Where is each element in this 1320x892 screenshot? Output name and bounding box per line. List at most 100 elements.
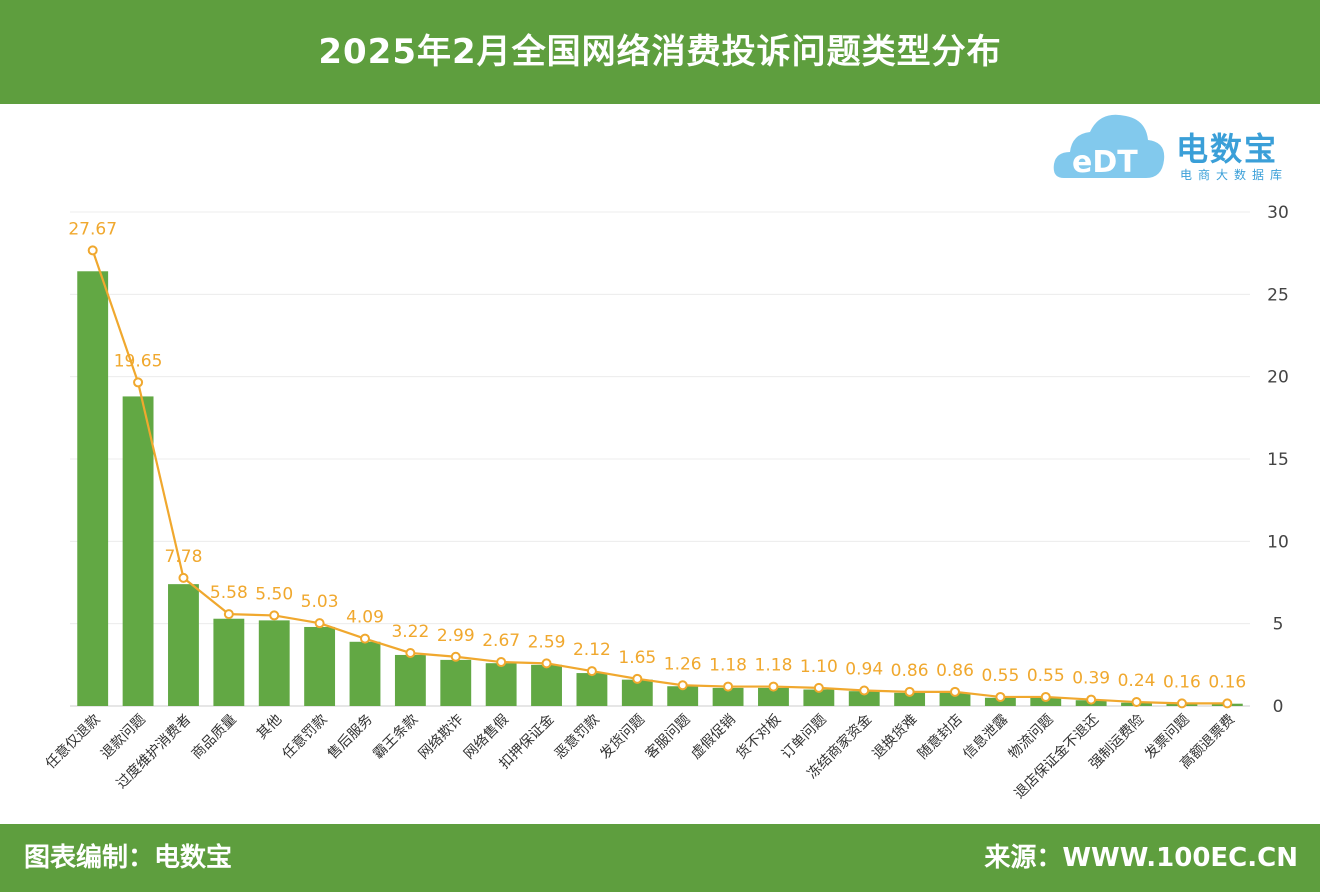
data-label: 1.18 <box>755 656 793 676</box>
logo-name: 电数宝 <box>1176 130 1279 168</box>
series-line <box>91 250 1228 705</box>
line-point <box>1131 697 1142 708</box>
x-tick-label: 售后服务 <box>325 712 376 763</box>
line-point <box>586 666 597 677</box>
bar <box>667 686 699 706</box>
data-label: 0.16 <box>1208 672 1246 692</box>
line-point <box>813 682 824 693</box>
x-tick-label: 虚假促销 <box>688 712 739 763</box>
bar <box>712 687 744 706</box>
header-bar <box>0 0 1320 104</box>
line-point <box>1086 694 1097 705</box>
line-point <box>450 651 461 662</box>
y-tick-label: 0 <box>1273 697 1284 717</box>
x-tick-label: 任意罚款 <box>279 711 331 763</box>
x-tick-label: 其他 <box>254 712 285 743</box>
bar <box>258 620 290 706</box>
bar <box>576 673 608 706</box>
chart-title: 2025年2月全国网络消费投诉问题类型分布 <box>318 32 1002 72</box>
bar <box>621 679 653 706</box>
bar <box>894 692 926 706</box>
y-tick-label: 15 <box>1267 450 1289 470</box>
data-label: 0.86 <box>936 661 974 681</box>
x-tick-label: 信息泄露 <box>960 711 1012 763</box>
data-label: 2.67 <box>482 631 520 651</box>
x-tick-label: 恶意罚款 <box>551 711 603 763</box>
data-label: 5.58 <box>210 583 248 603</box>
line-point <box>632 673 643 684</box>
footer-source: 来源：WWW.100EC.CN <box>984 843 1298 873</box>
bar <box>485 663 517 706</box>
bar <box>349 641 381 706</box>
line-point <box>314 618 325 629</box>
data-label: 7.78 <box>165 547 203 567</box>
x-tick-label: 退换货难 <box>869 711 921 763</box>
line-point <box>269 610 280 621</box>
x-tick-label: 随意封店 <box>914 711 966 763</box>
line-point <box>360 633 370 644</box>
bar <box>304 626 336 706</box>
bar <box>531 664 562 706</box>
line-point <box>995 691 1006 702</box>
data-label: 1.10 <box>800 657 838 677</box>
x-tick-label: 任意仅退款 <box>42 711 104 773</box>
footer-credit: 图表编制：电数宝 <box>24 843 233 873</box>
bar <box>394 654 426 706</box>
data-label: 2.12 <box>573 640 611 660</box>
data-label: 4.09 <box>346 608 384 628</box>
data-label: 5.03 <box>301 592 339 612</box>
line-point <box>677 680 688 691</box>
logo-cloud-icon: eDT <box>1053 114 1165 180</box>
line-point <box>496 657 507 668</box>
line-point <box>1222 698 1233 709</box>
data-label: 0.24 <box>1118 671 1156 691</box>
data-label: 0.16 <box>1163 672 1201 692</box>
data-label: 1.65 <box>618 648 656 668</box>
data-label: 27.67 <box>68 219 117 239</box>
logo-subtitle: 电商大数据库 <box>1180 168 1289 182</box>
line-point <box>904 686 915 697</box>
data-label: 3.22 <box>391 622 429 642</box>
y-tick-label: 25 <box>1267 285 1289 305</box>
data-label: 0.55 <box>981 666 1019 686</box>
x-tick-label: 商品质量 <box>189 712 240 763</box>
data-label: 1.26 <box>664 654 702 674</box>
line-point <box>723 681 734 692</box>
x-tick-label: 发货问题 <box>597 711 649 763</box>
bar <box>758 687 789 706</box>
line-point <box>950 686 960 697</box>
x-tick-label: 货不对板 <box>733 711 785 763</box>
line-point <box>1176 698 1187 709</box>
data-label: 0.94 <box>845 660 883 680</box>
line-point <box>178 572 189 583</box>
data-label: 5.50 <box>255 584 293 604</box>
bar <box>168 584 199 706</box>
data-label: 2.59 <box>528 632 566 652</box>
bar <box>848 691 880 706</box>
data-label: 0.86 <box>891 661 929 681</box>
y-tick-label: 20 <box>1267 368 1289 388</box>
line-point <box>1040 691 1051 702</box>
data-label: 0.55 <box>1027 666 1065 686</box>
line-point <box>541 658 552 669</box>
data-label: 19.65 <box>114 351 163 371</box>
x-tick-label: 霸王条款 <box>370 711 422 763</box>
bar <box>939 692 971 706</box>
data-label: 0.39 <box>1072 669 1110 689</box>
x-tick-label: 客服问题 <box>642 711 694 763</box>
bar-line-chart: 0 5 10 15 20 25 30 27.67 19.65 7.78 5.58 5.50 5.03 4.… <box>42 203 1289 803</box>
logo-mark: eDT <box>1072 145 1138 180</box>
bar <box>122 396 154 706</box>
data-label: 2.99 <box>437 626 475 646</box>
line-point <box>223 609 234 620</box>
bar <box>440 659 472 706</box>
y-tick-label: 10 <box>1267 532 1289 552</box>
line-point <box>405 647 416 658</box>
line-point <box>768 681 779 692</box>
y-tick-label: 5 <box>1273 615 1284 635</box>
x-tick-label: 退店保证金不退还 <box>1011 712 1102 803</box>
line-point <box>87 245 98 256</box>
bar <box>77 271 109 706</box>
x-tick-label: 网络欺诈 <box>416 712 467 763</box>
line-point <box>133 377 144 388</box>
